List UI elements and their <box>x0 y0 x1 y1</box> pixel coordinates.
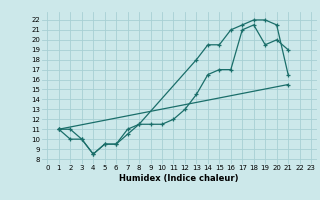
X-axis label: Humidex (Indice chaleur): Humidex (Indice chaleur) <box>119 174 239 183</box>
